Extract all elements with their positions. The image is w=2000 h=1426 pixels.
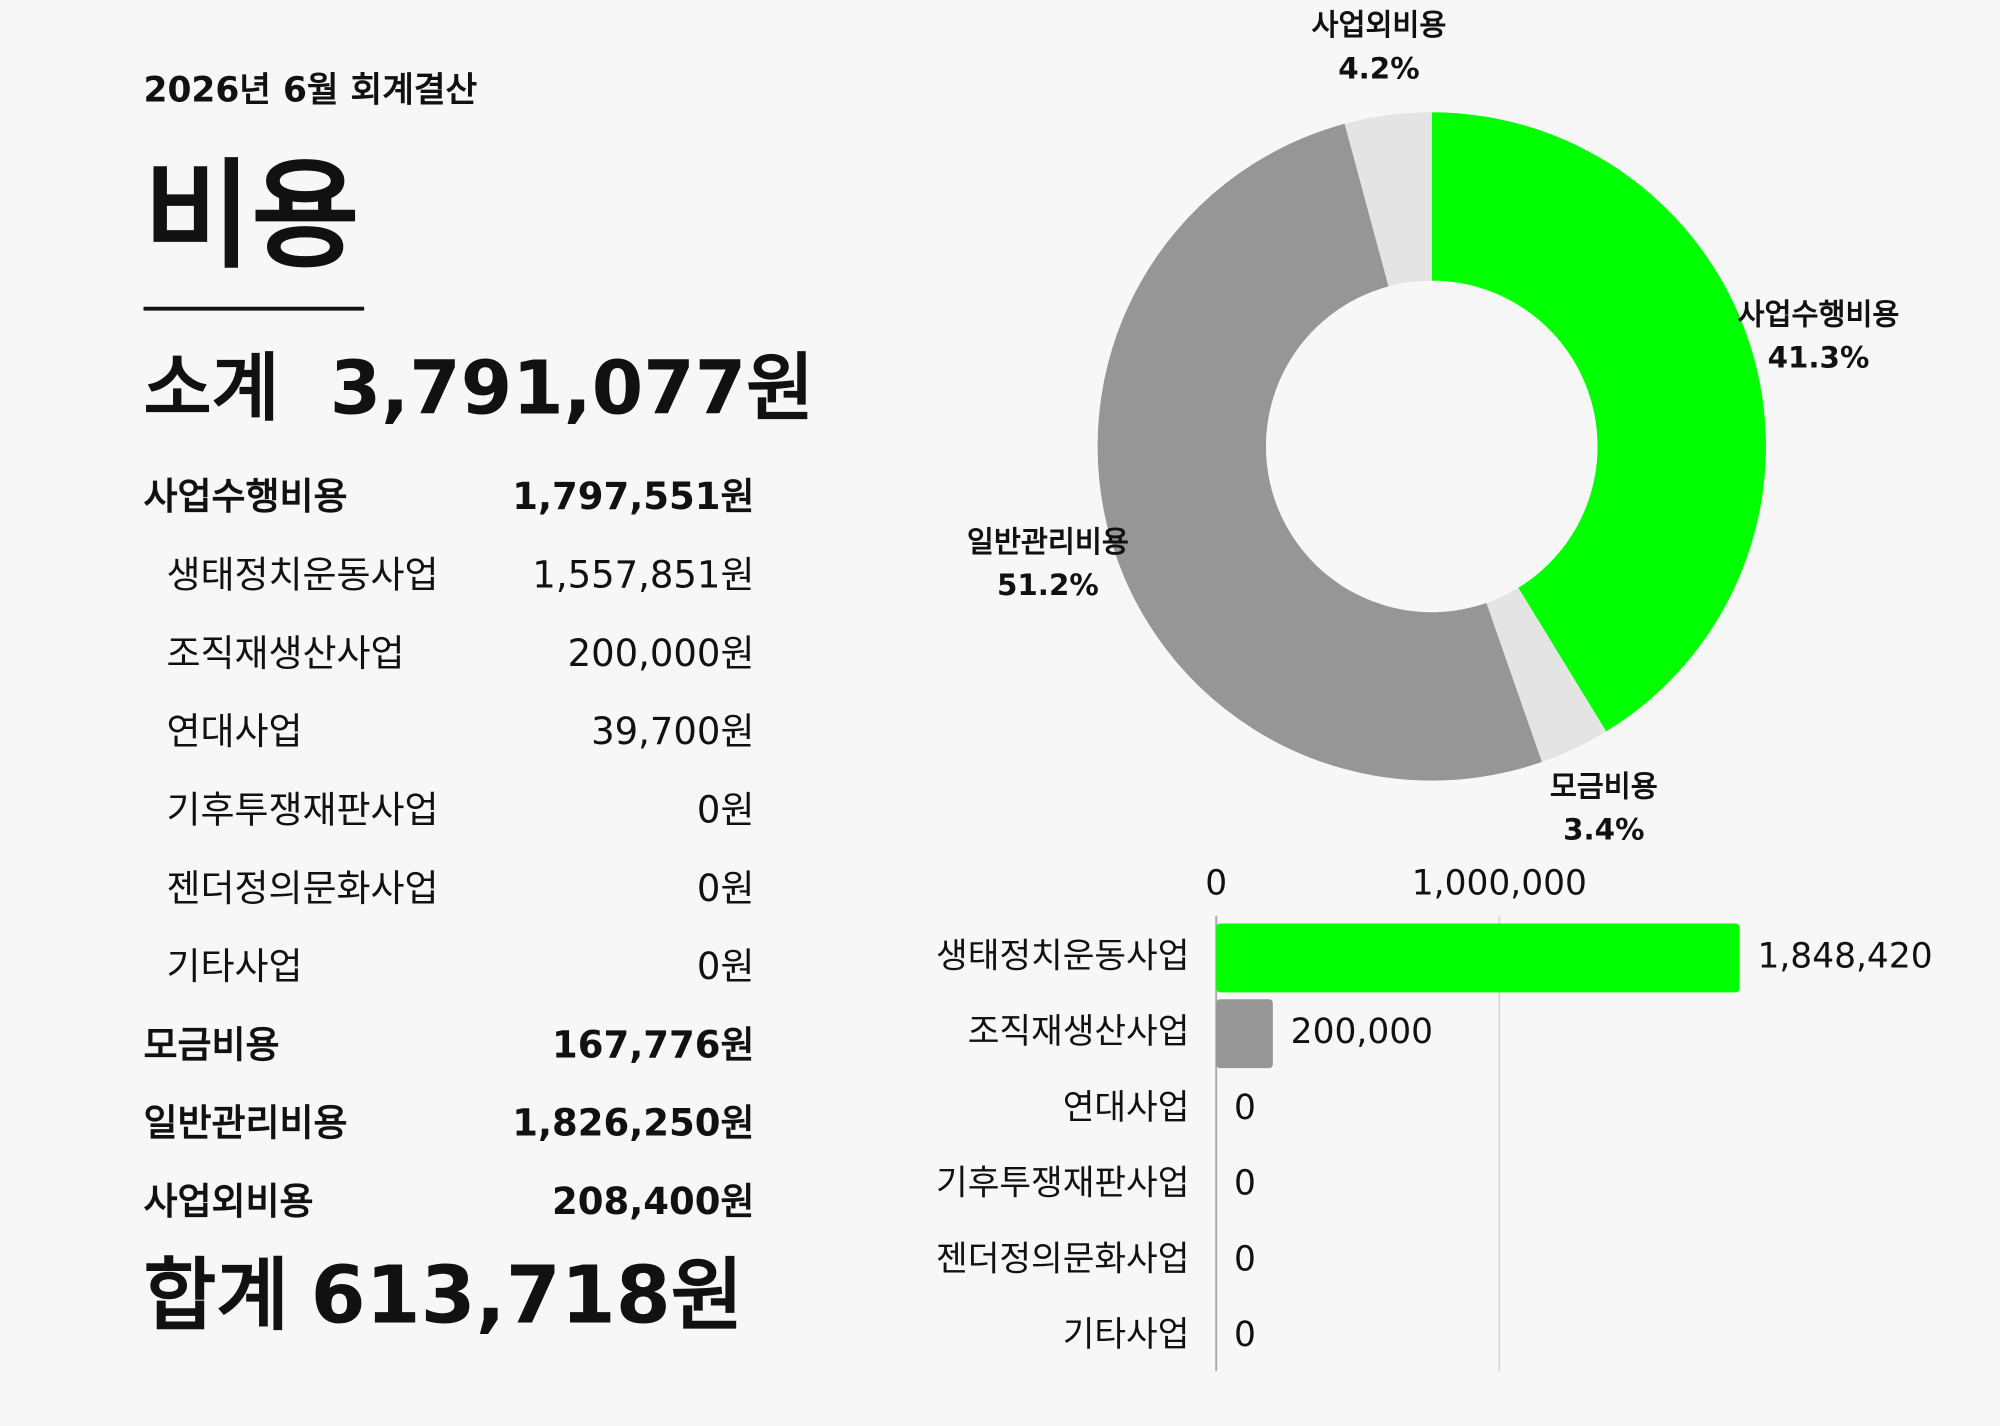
detail-amount: 0원 bbox=[697, 788, 755, 831]
detail-label: 기타사업 bbox=[166, 945, 302, 988]
value-label: 0 bbox=[1234, 1239, 1256, 1279]
row-label: 일반관리비용 bbox=[144, 1102, 348, 1145]
category-label: 연대사업 bbox=[1063, 1088, 1190, 1128]
category-label: 기타사업 bbox=[1063, 1315, 1190, 1355]
category-label: 생태정치운동사업 bbox=[936, 936, 1189, 976]
detail-label: 조직재생산사업 bbox=[166, 632, 404, 675]
row-amount: 208,400원 bbox=[552, 1180, 754, 1223]
value-label: 0 bbox=[1234, 1088, 1256, 1128]
row-label: 사업외비용 bbox=[144, 1180, 314, 1223]
x-tick-label: 0 bbox=[1205, 864, 1227, 904]
detail-label: 연대사업 bbox=[166, 710, 302, 753]
x-tick-label: 1,000,000 bbox=[1412, 864, 1587, 904]
slice-label: 일반관리비용 bbox=[967, 525, 1129, 559]
slice-label: 사업수행비용 bbox=[1738, 297, 1900, 331]
slice-value: 3.4% bbox=[1563, 813, 1644, 847]
donut-slice bbox=[1344, 112, 1432, 287]
detail-amount: 0원 bbox=[697, 867, 755, 910]
detail-amount: 0원 bbox=[697, 945, 755, 988]
total-label: 합계 bbox=[144, 1249, 290, 1341]
category-label: 젠더정의문화사업 bbox=[936, 1239, 1189, 1279]
bar bbox=[1216, 999, 1273, 1069]
slice-value: 4.2% bbox=[1338, 51, 1419, 85]
donut-slice bbox=[1097, 123, 1542, 781]
slice-label: 모금비용 bbox=[1550, 769, 1658, 803]
value-label: 1,848,420 bbox=[1757, 936, 1932, 976]
period: 2026년 6월 회계결산 bbox=[144, 70, 478, 110]
value-label: 0 bbox=[1234, 1164, 1256, 1204]
donut-slice bbox=[1486, 587, 1607, 762]
category-label: 조직재생산사업 bbox=[968, 1012, 1190, 1052]
row-label: 사업수행비용 bbox=[144, 475, 348, 518]
row-amount: 1,826,250원 bbox=[512, 1102, 754, 1145]
row-label: 모금비용 bbox=[144, 1023, 280, 1066]
row-amount: 167,776원 bbox=[552, 1023, 754, 1066]
value-label: 200,000 bbox=[1291, 1012, 1433, 1052]
value-label: 0 bbox=[1234, 1315, 1256, 1355]
detail-label: 기후투쟁재판사업 bbox=[166, 788, 438, 831]
row-amount: 1,797,551원 bbox=[512, 475, 754, 518]
page-title: 비용 bbox=[144, 148, 360, 285]
slice-label: 사업외비용 bbox=[1311, 8, 1446, 42]
detail-label: 생태정치운동사업 bbox=[166, 554, 438, 597]
total-amount: 613,718원 bbox=[311, 1249, 744, 1341]
detail-label: 젠더정의문화사업 bbox=[166, 867, 438, 910]
donut-slice bbox=[1431, 112, 1766, 732]
subtotal-amount: 3,791,077원 bbox=[330, 345, 815, 431]
slice-value: 51.2% bbox=[997, 568, 1099, 602]
subtotal-label: 소계 bbox=[144, 345, 280, 431]
bar bbox=[1216, 923, 1740, 993]
detail-amount: 1,557,851원 bbox=[532, 554, 754, 597]
slice-value: 41.3% bbox=[1768, 341, 1870, 375]
detail-amount: 200,000원 bbox=[568, 632, 755, 675]
detail-amount: 39,700원 bbox=[591, 710, 754, 753]
category-label: 기후투쟁재판사업 bbox=[936, 1164, 1189, 1204]
